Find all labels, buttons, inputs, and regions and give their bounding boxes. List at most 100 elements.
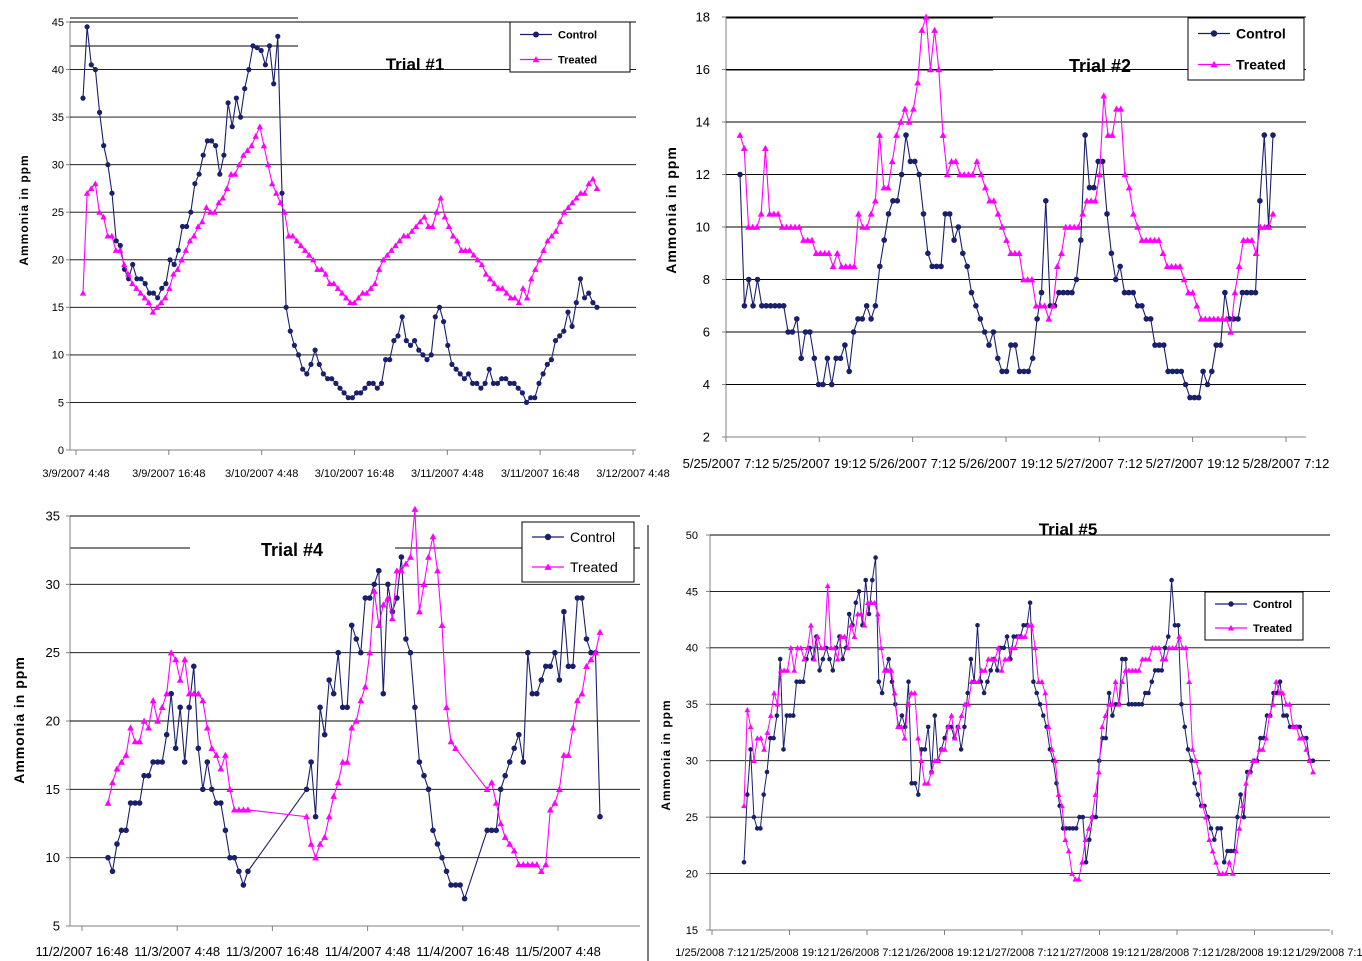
trial-4-point-control — [488, 827, 495, 834]
trial-1-point-treated — [231, 170, 239, 177]
trial-2-point-control — [850, 329, 857, 335]
trial-5-series-treated — [741, 582, 1316, 882]
trial-1-point-treated — [236, 161, 243, 168]
trial-4-point-treated — [596, 628, 604, 635]
trial-5-point-treated — [1082, 836, 1089, 843]
trial-4-point-treated — [501, 833, 509, 840]
trial-2-point-control — [942, 211, 949, 217]
trial-1-point-treated — [88, 185, 95, 192]
trial-1-point-treated — [445, 223, 453, 230]
trial-2-point-control — [894, 198, 901, 204]
trial-5-point-control — [745, 792, 750, 797]
trial-1-point-treated — [264, 161, 272, 168]
trial-2-point-control — [1021, 368, 1027, 375]
trial-5-point-control — [1031, 679, 1036, 684]
trial-1-point-treated — [104, 232, 111, 239]
trial-4-point-control — [335, 649, 342, 656]
trial-2-point-treated — [774, 210, 782, 217]
trial-1-point-control — [200, 152, 206, 158]
trial-1-point-control — [374, 385, 380, 391]
trial-4-legend-label: Treated — [570, 559, 618, 575]
trial-5-point-treated — [1052, 757, 1059, 764]
trial-2-point-treated — [1015, 249, 1023, 256]
trial-1-point-control — [196, 171, 202, 177]
trial-1-y-tick-label: 30 — [52, 160, 64, 172]
trial-1-point-control — [130, 261, 136, 268]
trial-4-point-treated — [379, 601, 387, 608]
trial-1-point-treated — [515, 299, 523, 306]
trial-2-point-treated — [1079, 210, 1087, 217]
trial-5-point-treated — [1293, 723, 1300, 730]
trial-1-point-control — [109, 190, 115, 196]
trial-5-point-treated — [784, 667, 791, 673]
trial-5-point-treated — [744, 707, 751, 713]
trial-1-point-control — [155, 295, 161, 301]
trial-5-point-treated — [1223, 870, 1229, 876]
trial-4-point-control — [218, 800, 224, 806]
trial-1-y-tick-label: 15 — [52, 302, 64, 314]
trial-2-point-treated — [969, 171, 977, 178]
trial-1-point-treated — [326, 280, 333, 287]
trial-4-point-control — [308, 759, 314, 765]
trial-4-point-treated — [393, 567, 401, 574]
trial-4-point-treated — [212, 751, 220, 758]
trial-4-point-control — [159, 759, 165, 765]
trial-2-point-treated — [1108, 131, 1116, 138]
trial-2-point-control — [1003, 368, 1010, 375]
trial-5-point-control — [1225, 848, 1230, 854]
trial-1-point-control — [188, 209, 194, 215]
trial-2-y-tick-label: 18 — [696, 10, 710, 25]
trial-4-point-treated — [551, 799, 559, 806]
trial-2-point-treated — [1265, 223, 1273, 230]
trial-5-point-treated — [757, 735, 764, 741]
trial-1-y-tick-label: 40 — [52, 64, 64, 76]
trial-4-point-treated — [574, 697, 581, 704]
trial-4-point-treated — [366, 649, 374, 656]
trial-5-point-control — [774, 713, 780, 718]
trial-1-point-control — [416, 347, 422, 353]
trial-4-point-control — [497, 786, 504, 793]
trial-2-point-control — [981, 329, 988, 335]
trial-2-point-treated — [1075, 223, 1082, 230]
trial-4-point-control — [484, 827, 491, 834]
trial-2-point-control — [1143, 316, 1150, 322]
trial-2-point-control — [929, 263, 935, 270]
trial-2-point-treated — [1028, 276, 1036, 283]
trial-4-point-treated — [434, 567, 441, 574]
trial-5-point-control — [1027, 600, 1033, 605]
trial-4-point-treated — [136, 738, 143, 745]
trial-2-point-control — [1182, 381, 1189, 388]
trial-5-point-treated — [1192, 757, 1199, 764]
trial-5-point-treated — [1229, 870, 1236, 876]
trial-1-point-treated — [96, 209, 103, 215]
trial-2-point-treated — [1045, 315, 1053, 322]
trial-1-point-control — [142, 281, 148, 287]
trial-5-y-tick-label: 15 — [686, 925, 698, 937]
trial-1-point-treated — [137, 289, 144, 296]
trial-2-x-tick-label: 5/26/2007 7:12 — [869, 456, 956, 471]
trial-1-point-treated — [268, 180, 276, 187]
trial-1-point-control — [117, 242, 123, 249]
trial-2-point-treated — [952, 157, 960, 165]
trial-2-point-treated — [825, 249, 833, 256]
trial-4-point-control — [376, 567, 382, 574]
trial-1-point-control — [519, 390, 526, 396]
trial-2-point-control — [1029, 355, 1036, 362]
trial-4-point-control — [493, 827, 500, 834]
trial-5-point-control — [1004, 634, 1010, 639]
trial-4-point-treated — [402, 560, 410, 567]
trial-1-point-control — [486, 366, 492, 372]
trial-2-point-control — [837, 355, 844, 362]
trial-5-point-control — [1146, 690, 1151, 696]
trial-5-point-treated — [1109, 701, 1116, 707]
trial-4-point-treated — [185, 690, 193, 697]
trial-5-point-control — [985, 679, 990, 684]
trial-1-point-treated — [305, 251, 313, 258]
trial-1-point-treated — [458, 247, 465, 253]
trial-1-point-treated — [310, 256, 317, 263]
trial-5-point-treated — [1065, 848, 1072, 854]
trial-2-point-control — [863, 303, 870, 309]
trial-2-point-treated — [990, 197, 998, 204]
trial-2-point-treated — [910, 105, 917, 112]
